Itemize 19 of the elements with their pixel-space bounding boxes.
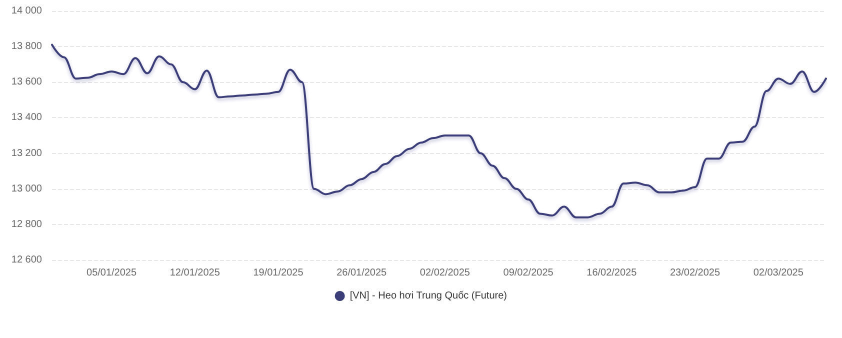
x-tick-label: 09/02/2025 [503, 268, 554, 278]
x-tick-label: 26/01/2025 [336, 268, 388, 278]
x-tick-label: 19/01/2025 [253, 268, 304, 278]
x-tick-label: 05/01/2025 [86, 268, 137, 278]
x-tick-label: 02/03/2025 [753, 268, 804, 278]
y-tick-label: 14 000 [11, 6, 42, 16]
y-tick-label: 12 800 [11, 218, 42, 230]
y-tick-label: 13 000 [11, 183, 42, 194]
y-tick-label: 13 600 [11, 76, 42, 88]
x-tick-label: 23/02/2025 [670, 268, 720, 278]
y-tick-label: 13 400 [11, 112, 42, 124]
line-series [51, 44, 827, 218]
x-tick-label: 12/01/2025 [170, 268, 220, 278]
y-tick-label: 13 800 [11, 41, 42, 52]
y-tick-label: 12 600 [11, 254, 42, 266]
legend-label: [VN] - Heo hơi Trung Quốc (Future) [350, 290, 507, 302]
x-tick-label: 02/02/2025 [420, 268, 470, 278]
x-tick-label: 16/02/2025 [586, 268, 638, 278]
y-tick-label: 13 200 [11, 148, 42, 159]
